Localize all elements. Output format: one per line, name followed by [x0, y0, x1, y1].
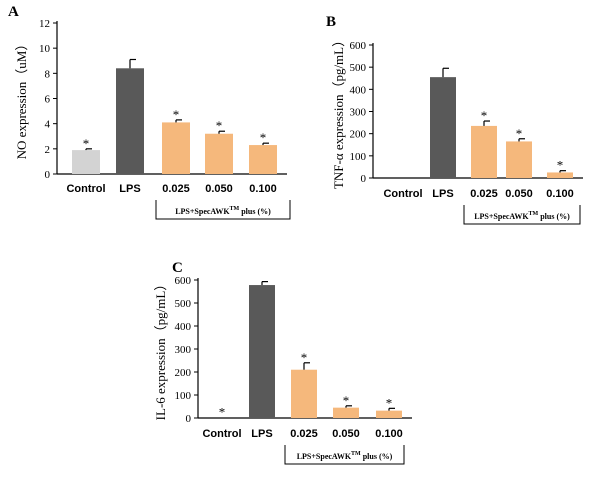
significance-marker: *	[219, 405, 226, 420]
y-tick-label: 600	[350, 40, 367, 52]
x-tick-label: 0.050	[505, 188, 533, 200]
panel-b-letter: B	[326, 14, 336, 30]
significance-marker: *	[83, 136, 90, 151]
x-tick-label: LPS	[432, 188, 453, 200]
bar	[471, 125, 497, 178]
panel-b-x-ticks: Control LPS 0.025 0.050 0.100	[383, 188, 573, 200]
panel-a-letter: A	[8, 4, 19, 20]
x-tick-label: 0.100	[249, 183, 277, 195]
y-tick-label: 300	[175, 344, 192, 356]
x-tick-label: Control	[66, 183, 105, 195]
y-tick-label: 0	[186, 413, 192, 425]
y-tick-label: 500	[350, 62, 367, 74]
significance-marker: *	[216, 118, 223, 133]
panel-a-x-ticks: Control LPS 0.025 0.050 0.100	[66, 183, 276, 195]
bar	[430, 77, 456, 178]
y-tick-label: 8	[45, 68, 51, 80]
x-tick-label: 0.025	[290, 428, 318, 440]
bar	[291, 369, 317, 418]
significance-marker: *	[516, 126, 523, 141]
bar	[249, 145, 277, 174]
y-tick-label: 100	[175, 390, 192, 402]
y-tick-label: 200	[350, 129, 367, 141]
panel-c-y-axis-label: IL-6 expression（pg/mL）	[153, 278, 168, 421]
bar	[249, 285, 275, 418]
significance-marker: *	[343, 393, 350, 408]
significance-marker: *	[173, 107, 180, 122]
x-tick-label: LPS	[119, 183, 140, 195]
y-tick-label: 0	[45, 169, 51, 181]
significance-marker: *	[260, 130, 267, 145]
x-tick-label: LPS	[251, 428, 272, 440]
y-tick-label: 500	[175, 298, 192, 310]
y-tick-label: 2	[45, 144, 51, 156]
x-tick-label: 0.050	[205, 183, 233, 195]
x-tick-label: 0.050	[332, 428, 360, 440]
significance-marker: *	[386, 395, 393, 410]
x-tick-label: 0.100	[375, 428, 403, 440]
x-tick-label: 0.100	[546, 188, 574, 200]
x-tick-label: Control	[202, 428, 241, 440]
panel-c-group-label: LPS+SpecAWKTM plus (%)	[297, 451, 393, 461]
panel-b-group-label: LPS+SpecAWKTM plus (%)	[474, 211, 570, 221]
bar	[72, 150, 100, 174]
bar	[376, 410, 402, 418]
panel-c-chart: C IL-6 expression（pg/mL） 0 100 200 300 4…	[153, 260, 412, 465]
significance-marker: *	[301, 350, 308, 365]
y-tick-label: 300	[350, 107, 367, 119]
y-tick-label: 12	[39, 18, 50, 30]
y-tick-label: 0	[361, 173, 367, 185]
significance-marker: *	[481, 108, 488, 123]
x-tick-label: 0.025	[162, 183, 190, 195]
y-tick-label: 4	[45, 119, 51, 131]
panel-b-chart: B TNF-α expression（pg/mL） 0 100 200 300 …	[326, 14, 583, 225]
y-tick-label: 600	[175, 275, 192, 287]
bar	[162, 122, 190, 174]
panel-b-y-axis-label: TNF-α expression（pg/mL）	[331, 34, 346, 189]
significance-marker: *	[557, 158, 564, 173]
bar	[506, 141, 532, 178]
x-tick-label: Control	[383, 188, 422, 200]
y-tick-label: 200	[175, 367, 192, 379]
panel-a-chart: A NO expression（uM） 0 2 4 6 8 10 12 Cont…	[8, 4, 291, 220]
group-bracket	[155, 200, 291, 220]
group-bracket	[284, 445, 405, 465]
panel-c-y-ticks: 0 100 200 300 400 500 600	[175, 275, 192, 425]
bar	[547, 172, 573, 178]
y-tick-label: 400	[175, 321, 192, 333]
panel-c-letter: C	[172, 260, 183, 276]
bar	[116, 68, 144, 174]
panel-b-y-ticks: 0 100 200 300 400 500 600	[350, 40, 367, 185]
panel-a-y-ticks: 0 2 4 6 8 10 12	[39, 18, 51, 181]
y-tick-label: 400	[350, 84, 367, 96]
panel-a-y-axis-label: NO expression（uM）	[14, 38, 29, 160]
panel-a-group-label: LPS+SpecAWKTM plus (%)	[175, 206, 271, 216]
x-tick-label: 0.025	[470, 188, 498, 200]
y-tick-label: 10	[39, 43, 51, 55]
y-tick-label: 100	[350, 151, 367, 163]
y-tick-label: 6	[45, 94, 51, 106]
group-bracket	[463, 205, 581, 225]
bar	[333, 407, 359, 418]
bar	[205, 133, 233, 174]
panel-c-x-ticks: Control LPS 0.025 0.050 0.100	[202, 428, 402, 440]
